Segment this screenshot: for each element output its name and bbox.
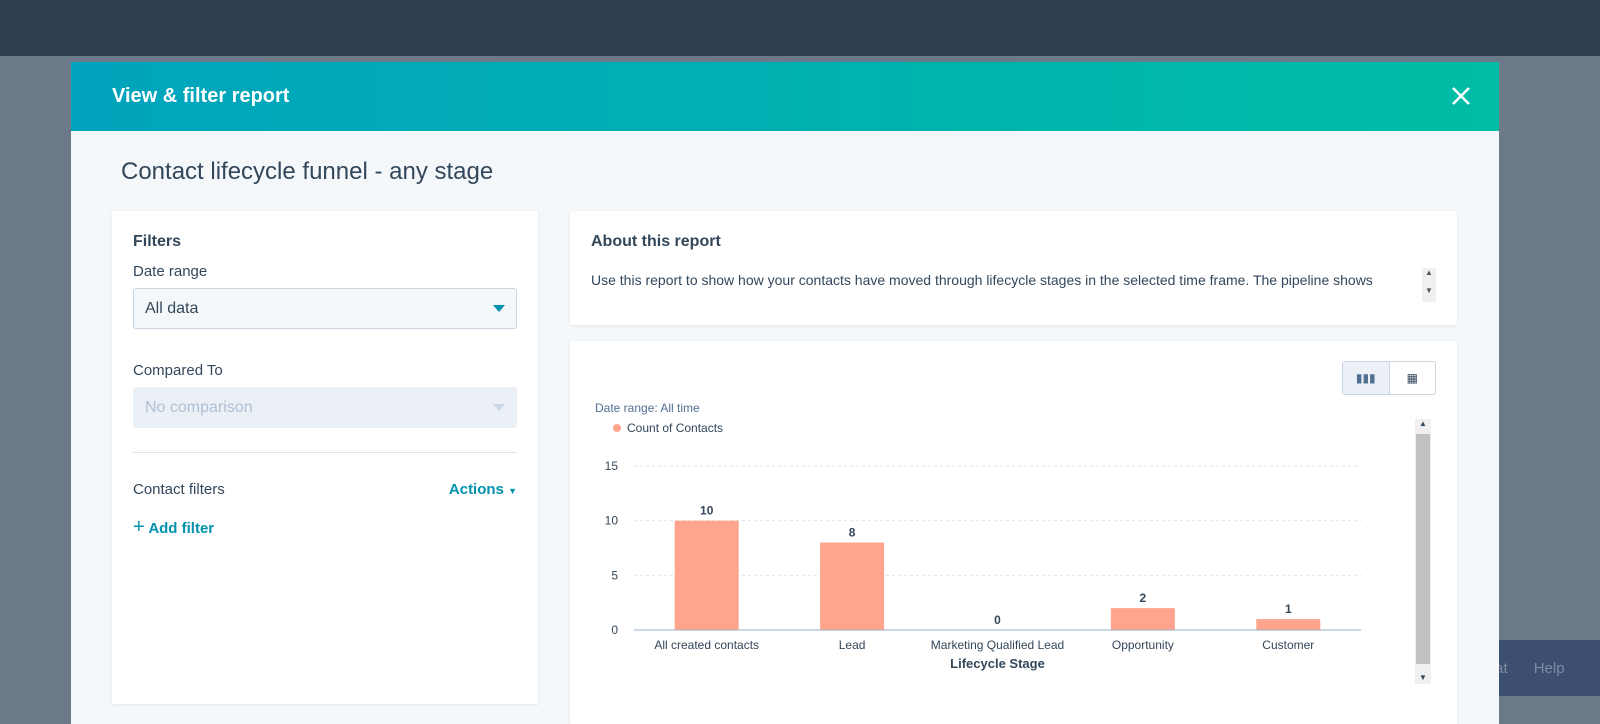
- about-scrollbar[interactable]: ▲ ▼: [1422, 268, 1436, 302]
- date-range-select[interactable]: All data: [133, 288, 517, 329]
- x-tick-label: Opportunity: [1112, 638, 1174, 652]
- y-tick-label: 0: [611, 623, 618, 637]
- caret-down-icon: [493, 404, 505, 411]
- add-filter-label: Add filter: [148, 520, 215, 537]
- modal-header: View & filter report: [71, 62, 1499, 131]
- chart-panel: ▮▮▮ ▦ Date range: All time Count of Conta…: [570, 341, 1457, 724]
- view-toggle: ▮▮▮ ▦: [1342, 361, 1436, 395]
- bar: [1256, 619, 1321, 630]
- top-navigation-bar: [0, 0, 1600, 56]
- add-filter-button[interactable]: + Add filter: [133, 516, 517, 539]
- actions-label: Actions: [448, 481, 504, 498]
- y-tick-label: 5: [611, 568, 618, 582]
- filters-panel: Filters Date range All data Compared To …: [112, 211, 538, 704]
- about-text: Use this report to show how your contact…: [591, 272, 1373, 299]
- about-heading: About this report: [591, 233, 721, 250]
- compared-to-label: Compared To: [133, 362, 223, 379]
- x-tick-label: All created contacts: [654, 638, 759, 652]
- view-filter-report-modal: View & filter report Contact lifecycle f…: [71, 62, 1499, 724]
- y-tick-label: 15: [605, 459, 619, 473]
- actions-dropdown[interactable]: Actions ▼: [449, 481, 517, 498]
- modal-title: View & filter report: [112, 85, 290, 107]
- bar: [1110, 608, 1175, 630]
- date-range-value: All data: [145, 299, 199, 317]
- data-label: 8: [849, 526, 856, 540]
- scrollbar-thumb[interactable]: [1416, 434, 1430, 664]
- table-view-button[interactable]: ▦: [1390, 362, 1436, 394]
- legend-label: Count of Contacts: [627, 421, 723, 435]
- y-tick-label: 10: [605, 514, 619, 528]
- caret-down-icon: ▼: [508, 486, 517, 496]
- bar-chart: Date range: All time Count of Contacts 0 5 1…: [595, 401, 1361, 671]
- chart-scrollbar[interactable]: ▲ ▼: [1415, 419, 1431, 684]
- bar-chart-icon: ▮▮▮: [1355, 371, 1376, 385]
- chart-subtitle: Date range: All time: [595, 401, 700, 415]
- divider: [133, 452, 517, 453]
- x-tick-label: Lead: [839, 638, 866, 652]
- bar: [820, 542, 885, 630]
- date-range-label: Date range: [133, 263, 208, 280]
- help-button[interactable]: Help: [1533, 659, 1565, 677]
- legend-marker: [613, 424, 621, 432]
- caret-down-icon: [493, 305, 505, 312]
- plus-icon: +: [133, 516, 145, 538]
- data-label: 1: [1285, 602, 1292, 616]
- compared-to-select[interactable]: No comparison: [133, 387, 517, 428]
- x-tick-label: Customer: [1262, 638, 1314, 652]
- compared-to-value: No comparison: [145, 398, 253, 416]
- table-icon: ▦: [1406, 371, 1418, 385]
- filters-heading: Filters: [133, 233, 182, 250]
- bar: [674, 520, 739, 630]
- bar-chart-view-button[interactable]: ▮▮▮: [1343, 362, 1390, 394]
- x-axis-title: Lifecycle Stage: [950, 656, 1045, 671]
- data-label: 10: [700, 504, 714, 518]
- close-icon[interactable]: [1447, 82, 1475, 110]
- data-label: 2: [1140, 591, 1147, 605]
- report-title: Contact lifecycle funnel - any stage: [121, 158, 494, 185]
- contact-filters-label: Contact filters: [133, 481, 225, 498]
- data-label: 0: [994, 613, 1001, 627]
- about-report-panel: About this report Use this report to sho…: [570, 211, 1457, 325]
- x-tick-label: Marketing Qualified Lead: [931, 638, 1064, 652]
